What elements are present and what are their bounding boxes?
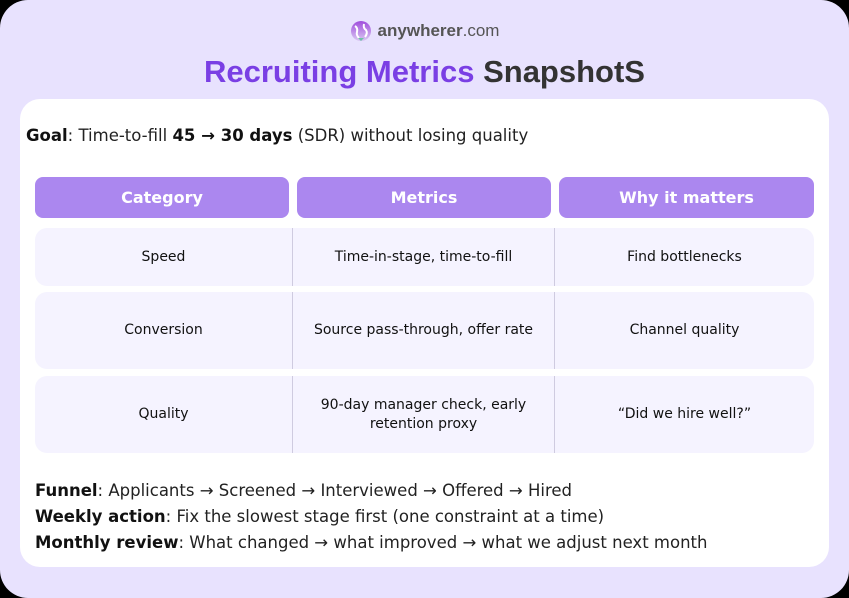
cell-why: “Did we hire well?” [617,406,752,422]
cell-metrics: Source pass-through, offer rate [293,292,555,369]
cell-why: Find bottlenecks [627,248,742,265]
table-row: Quality 90-day manager check, early rete… [35,376,814,453]
title-secondary: SnapshotS [483,54,645,89]
table-row: Conversion Source pass-through, offer ra… [35,292,814,369]
cell-category: Conversion [35,292,293,369]
globe-logo-icon [350,21,371,41]
header-category: Category [35,177,289,218]
brand-name: anywherer.com [377,21,500,40]
title-primary: Recruiting Metrics [204,54,475,89]
cell-metrics: 90-day manager check, early retention pr… [293,376,555,453]
cell-category: Speed [35,228,293,286]
goal-target: 45 → 30 days [172,126,293,145]
header-metrics: Metrics [297,177,551,218]
goal-statement: Goal: Time-to-fill 45 → 30 days (SDR) wi… [26,126,529,145]
note-funnel: Funnel: Applicants → Screened → Intervie… [35,481,573,500]
notes: Funnel: Applicants → Screened → Intervie… [35,478,707,556]
note-weekly-action: Weekly action: Fix the slowest stage fir… [35,507,605,526]
cell-metrics: Time-in-stage, time-to-fill [293,228,555,286]
brand: anywherer.com [0,19,849,43]
note-monthly-review: Monthly review: What changed → what impr… [35,533,708,552]
cell-category: Quality [35,376,293,453]
table-row: Speed Time-in-stage, time-to-fill Find b… [35,228,814,286]
page-title: Recruiting Metrics SnapshotS [0,54,849,90]
header-why: Why it matters [559,177,814,218]
goal-label: Goal [26,126,68,145]
cell-why: Channel quality [629,322,740,338]
